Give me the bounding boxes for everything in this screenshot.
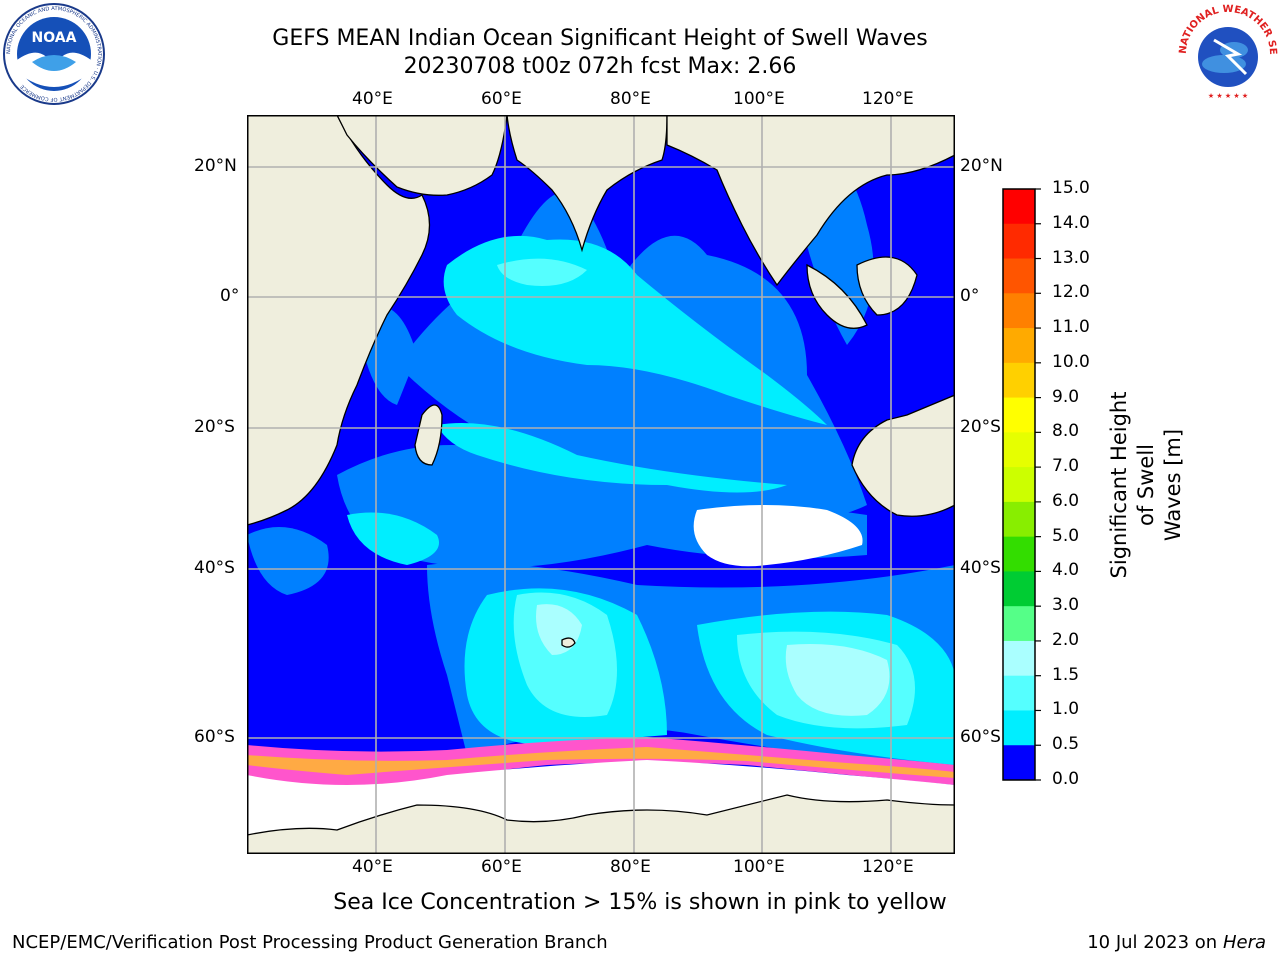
left-tick-40s: 40°S — [194, 558, 235, 578]
colorbar-swatch — [1003, 223, 1035, 260]
nws-logo: NATIONAL WEATHER SERVICE ★ ★ ★ ★ ★ — [1176, 2, 1278, 102]
colorbar-tick-label: 1.5 — [1052, 664, 1080, 685]
right-tick-20s: 20°S — [960, 417, 1001, 437]
bottom-tick-120e: 120°E — [862, 857, 914, 877]
colorbar-swatch — [1003, 362, 1035, 399]
left-tick-20s: 20°S — [194, 417, 235, 437]
noaa-logo: NATIONAL OCEANIC AND ATMOSPHERIC ADMINIS… — [3, 3, 105, 105]
producer-credit: NCEP/EMC/Verification Post Processing Pr… — [12, 932, 608, 953]
top-tick-80e: 80°E — [610, 89, 651, 109]
left-tick-0: 0° — [220, 286, 240, 306]
right-tick-40s: 40°S — [960, 558, 1001, 578]
right-tick-60s: 60°S — [960, 727, 1001, 747]
colorbar-swatch — [1003, 189, 1035, 225]
colorbar-tick-label: 13.0 — [1052, 247, 1090, 268]
no-data-area — [693, 505, 863, 567]
colorbar-tick-label: 12.0 — [1052, 282, 1090, 303]
bottom-tick-100e: 100°E — [733, 857, 785, 877]
colorbar-tick-label: 4.0 — [1052, 560, 1080, 581]
colorbar-swatch — [1003, 536, 1035, 572]
noaa-text: NOAA — [32, 30, 77, 46]
generation-date: 10 Jul 2023 on Hera — [1087, 932, 1266, 953]
left-tick-60s: 60°S — [194, 727, 235, 747]
colorbar-swatch — [1003, 640, 1035, 677]
colorbar-swatch — [1003, 675, 1035, 711]
swell-height-map — [247, 115, 955, 854]
top-tick-120e: 120°E — [862, 89, 914, 109]
colorbar-swatch — [1003, 710, 1035, 746]
colorbar-swatch — [1003, 397, 1035, 433]
colorbar-swatch — [1003, 467, 1035, 503]
land — [247, 115, 955, 854]
colorbar-swatch — [1003, 501, 1035, 538]
colorbar-tick-label: 7.0 — [1052, 456, 1080, 477]
top-tick-100e: 100°E — [733, 89, 785, 109]
colorbar-tick-label: 0.0 — [1052, 769, 1080, 789]
colorbar — [1002, 188, 1041, 781]
bottom-tick-80e: 80°E — [610, 857, 651, 877]
colorbar-tick-label: 9.0 — [1052, 386, 1080, 407]
colorbar-swatch — [1003, 328, 1035, 364]
colorbar-label-line2: Waves [m] — [1161, 428, 1185, 542]
machine-name: Hera — [1222, 932, 1266, 953]
map-subtitle: 20230708 t00z 072h fcst Max: 2.66 — [403, 54, 797, 79]
colorbar-tick-label: 15.0 — [1052, 178, 1090, 198]
colorbar-tick-label: 5.0 — [1052, 525, 1080, 546]
colorbar-swatch — [1003, 606, 1035, 642]
bottom-tick-40e: 40°E — [352, 857, 393, 877]
svg-text:★ ★ ★ ★ ★: ★ ★ ★ ★ ★ — [1208, 92, 1248, 100]
colorbar-tick-label: 8.0 — [1052, 421, 1080, 442]
colorbar-tick-label: 14.0 — [1052, 212, 1090, 233]
colorbar-tick-label: 6.0 — [1052, 490, 1080, 511]
colorbar-label-line1: Significant Height of Swell — [1107, 391, 1158, 579]
generation-date-text: 10 Jul 2023 on — [1087, 932, 1223, 953]
bottom-tick-60e: 60°E — [481, 857, 522, 877]
colorbar-swatch — [1003, 571, 1035, 607]
colorbar-swatch — [1003, 293, 1035, 329]
top-tick-60e: 60°E — [481, 89, 522, 109]
colorbar-tick-label: 11.0 — [1052, 317, 1090, 338]
left-tick-20n: 20°N — [194, 156, 237, 176]
colorbar-tick-label: 2.0 — [1052, 629, 1080, 650]
sea-ice-caption: Sea Ice Concentration > 15% is shown in … — [333, 890, 947, 915]
colorbar-tick-label: 3.0 — [1052, 595, 1080, 616]
colorbar-tick-label: 0.5 — [1052, 734, 1080, 755]
top-tick-40e: 40°E — [352, 89, 393, 109]
map-frame — [247, 115, 955, 854]
sea-ice-inner — [247, 747, 955, 778]
graticule — [247, 115, 955, 854]
colorbar-swatch — [1003, 745, 1035, 781]
colorbar-tick-label: 1.0 — [1052, 699, 1080, 720]
colorbar-ticks: 15.0 14.0 13.0 12.0 11.0 10.0 9.0 8.0 7.0 6.0 5.0 4… — [1052, 178, 1112, 792]
right-tick-20n: 20°N — [960, 156, 1003, 176]
colorbar-swatch — [1003, 432, 1035, 468]
right-tick-0: 0° — [960, 286, 980, 306]
colorbar-tick-label: 10.0 — [1052, 351, 1090, 372]
map-title: GEFS MEAN Indian Ocean Significant Heigh… — [272, 26, 928, 51]
colorbar-swatch — [1003, 258, 1035, 294]
colorbar-frame — [1002, 188, 1036, 781]
